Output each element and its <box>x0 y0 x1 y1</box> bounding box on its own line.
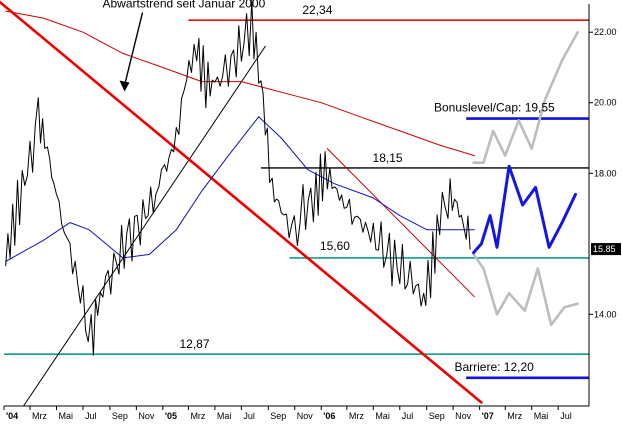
x-tick-label: '04 <box>6 411 18 421</box>
x-tick-label: Nov <box>138 411 155 421</box>
axes-layer: 22.00 20.00 18.00 14.00 '04 Mrz Mai Jul Sep Nov '0… <box>3 4 621 421</box>
y-tick-label: 20.00 <box>594 98 617 108</box>
support-level-label: 15,60 <box>320 239 350 253</box>
x-tick-label: Mai <box>217 411 232 421</box>
high-level-label: 22,34 <box>302 3 332 17</box>
x-tick-label: Jul <box>85 411 97 421</box>
resistance-level-label: 18,15 <box>373 151 403 165</box>
x-tick-label: Mai <box>534 411 549 421</box>
y-tick-label: 18.00 <box>594 168 617 178</box>
scenario-lower-line <box>472 253 580 327</box>
x-tick-label: '05 <box>165 411 177 421</box>
labels-layer: 22,34 18,15 15,60 12,87 Bonuslevel/Cap: 19,5… <box>103 0 556 374</box>
low-level-label: 12,87 <box>180 337 210 351</box>
scenario-upper-line <box>472 30 580 164</box>
x-tick-label: Mrz <box>349 411 364 421</box>
barrier-level-label: Barriere: 12,20 <box>454 360 534 374</box>
moving-average-mid <box>5 116 475 262</box>
x-tick-label: Mrz <box>190 411 205 421</box>
downtrend-line <box>0 0 483 404</box>
x-tick-label: Mrz <box>32 411 47 421</box>
x-tick-label: Mai <box>375 411 390 421</box>
annotation-text: Abwärtstrend seit Januar 2000 <box>103 0 266 11</box>
reference-lines-layer <box>0 0 589 407</box>
price-series-line <box>5 0 471 356</box>
y-tick-label: 22.00 <box>594 27 617 37</box>
x-tick-label: Jul <box>560 411 572 421</box>
scenario-blue-line <box>472 164 577 255</box>
annotation-arrowhead <box>119 80 130 92</box>
short-downtrend-line <box>326 148 475 298</box>
uptrend-line <box>23 45 266 407</box>
last-price-tag <box>591 243 621 256</box>
y-tick-label: 14.00 <box>594 309 617 319</box>
x-tick-label: Sep <box>112 411 128 421</box>
x-tick-label: Jul <box>243 411 255 421</box>
x-tick-label: Sep <box>270 411 286 421</box>
last-price-label: 15.85 <box>593 244 616 254</box>
x-tick-label: Mai <box>59 411 74 421</box>
x-tick-label: Jul <box>402 411 414 421</box>
series-layer <box>5 0 580 356</box>
x-tick-label: Nov <box>297 411 314 421</box>
x-tick-label: Mrz <box>507 411 522 421</box>
x-tick-label: Sep <box>429 411 445 421</box>
bonuslevel-level-label: Bonuslevel/Cap: 19,55 <box>434 101 555 115</box>
annotation-arrow-shaft <box>123 12 144 86</box>
moving-average-long <box>5 10 475 157</box>
x-tick-label: Nov <box>455 411 472 421</box>
x-tick-label: '06 <box>323 411 335 421</box>
x-tick-label: '07 <box>482 411 494 421</box>
